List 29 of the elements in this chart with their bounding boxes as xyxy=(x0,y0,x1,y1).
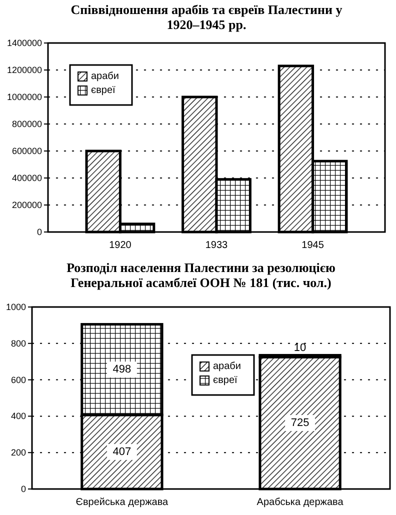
x-tick-label: Арабська держава xyxy=(256,497,344,508)
y-tick-label: 800 xyxy=(10,338,26,348)
x-tick-label: 1920 xyxy=(109,240,132,251)
y-tick-label: 800000 xyxy=(12,119,42,129)
y-tick-label: 0 xyxy=(20,484,26,494)
legend-label: євреї xyxy=(91,85,116,96)
x-tick-label: 1933 xyxy=(205,240,228,251)
y-tick-label: 600 xyxy=(10,374,26,385)
y-tick-label: 1200000 xyxy=(6,65,42,75)
y-tick-label: 400 xyxy=(10,411,26,422)
y-tick-label: 1000 xyxy=(6,302,26,312)
legend-label: євреї xyxy=(213,375,238,386)
x-tick-label: 1945 xyxy=(302,240,324,251)
y-tick-label: 200000 xyxy=(12,200,42,210)
y-tick-label: 200 xyxy=(10,448,26,458)
legend-label: араби xyxy=(213,361,241,372)
y-tick-label: 1400000 xyxy=(6,38,42,48)
chart-title: Розподіл населення Палестини за резолюцією Генеральної асамблеї ООН № 181 (тис. чол.) xyxy=(66,260,336,290)
x-tick-label: Єврейська держава xyxy=(76,497,169,508)
y-tick-label: 0 xyxy=(36,227,42,237)
legend-label: араби xyxy=(91,71,119,82)
y-tick-label: 1000000 xyxy=(6,92,42,102)
data-label: 407 xyxy=(112,446,132,458)
data-label: 498 xyxy=(112,364,132,376)
chart-title: Співвідношення арабів та євреїв Палестини у 1920–1945 рр. xyxy=(70,2,343,32)
data-label: 725 xyxy=(290,417,310,430)
y-tick-label: 600000 xyxy=(12,146,42,156)
data-label: 10 xyxy=(294,342,306,354)
y-tick-label: 400000 xyxy=(12,173,42,183)
